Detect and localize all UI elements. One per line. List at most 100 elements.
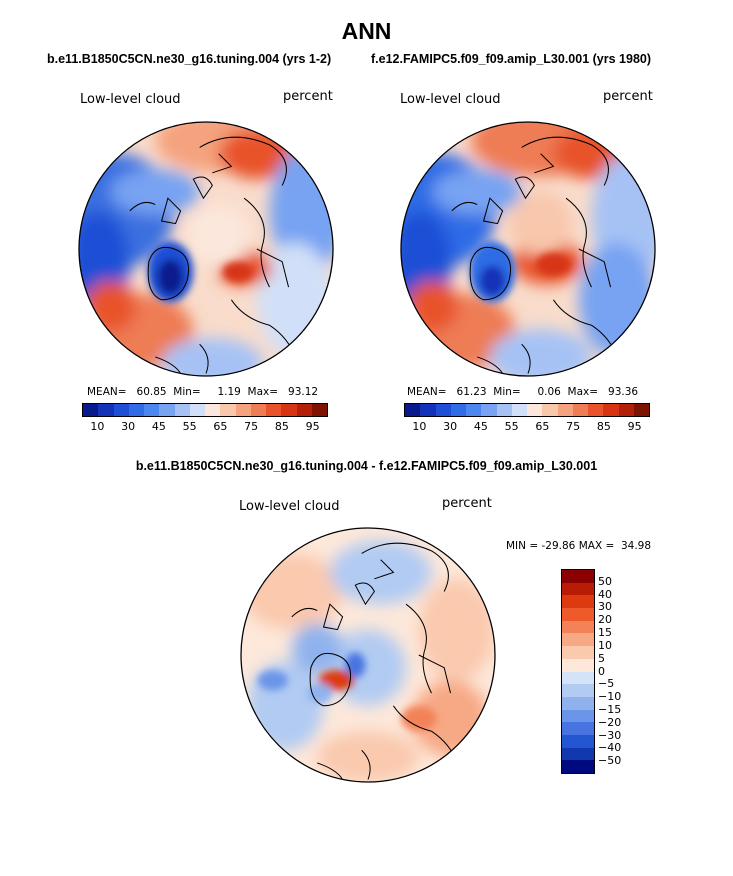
right-colorbar-swatch — [450, 404, 466, 416]
diff-colorbar-swatch — [562, 696, 594, 710]
right-colorbar-swatch — [511, 404, 527, 416]
left-case-title: b.e11.B1850C5CN.ne30_g16.tuning.004 (yrs… — [47, 52, 332, 66]
diff-colorbar-tick: 30 — [598, 600, 612, 614]
right-colorbar-ticks: 10 30 45 55 65 75 85 95 — [404, 420, 650, 434]
left-colorbar-swatch — [159, 404, 175, 416]
diff-colorbar-ticks: 50 40 30 20 15 10 5 0 −5 −10 −15 −20 −30 −40 −50 — [598, 569, 638, 774]
left-colorbar-swatch — [174, 404, 190, 416]
diff-colorbar-swatch — [562, 658, 594, 672]
diff-colorbar-tick: −50 — [598, 754, 622, 768]
right-polar-map — [400, 121, 656, 377]
diff-colorbar-tick: 10 — [598, 638, 612, 652]
right-colorbar-swatch — [466, 404, 482, 416]
left-colorbar-swatch — [266, 404, 282, 416]
diff-colorbar-swatch — [562, 747, 594, 761]
diff-colorbar-tick: −20 — [598, 715, 622, 729]
diff-colorbar-tick: −40 — [598, 741, 622, 755]
right-stats: MEAN= 61.23 Min= 0.06 Max= 93.36 — [407, 386, 638, 398]
left-colorbar-tick: 45 — [151, 420, 166, 433]
left-min-label: Min= — [173, 386, 201, 398]
right-colorbar — [404, 403, 650, 417]
left-colorbar-swatch — [220, 404, 236, 416]
diff-colorbar-swatch — [562, 671, 594, 685]
diff-colorbar-swatch — [562, 608, 594, 621]
right-colorbar-swatch — [542, 404, 558, 416]
diff-max-label: MAX = — [578, 540, 615, 552]
right-max-value: 93.36 — [608, 386, 639, 398]
right-colorbar-tick: 75 — [566, 420, 581, 433]
left-colorbar-swatch — [250, 404, 266, 416]
diff-colorbar-tick: −5 — [598, 677, 615, 691]
diff-colorbar-tick: 40 — [598, 587, 612, 601]
left-colorbar-tick: 30 — [121, 420, 136, 433]
left-colorbar-swatch — [128, 404, 144, 416]
season-title: ANN — [341, 18, 392, 44]
diff-colorbar-swatch — [562, 595, 594, 609]
left-stats: MEAN= 60.85 Min= 1.19 Max= 93.12 — [87, 386, 318, 398]
left-colorbar-ticks: 10 30 45 55 65 75 85 95 — [82, 420, 328, 434]
diff-colorbar-swatch — [562, 582, 594, 596]
diff-colorbar-swatch — [562, 570, 594, 583]
right-variable-label: Low-level cloud — [400, 92, 501, 107]
diff-colorbar-swatch — [562, 633, 594, 647]
left-colorbar-tick: 10 — [90, 420, 105, 433]
right-colorbar-swatch — [603, 404, 619, 416]
diff-variable-label: Low-level cloud — [239, 499, 340, 514]
right-colorbar-swatch — [572, 404, 588, 416]
left-mean-label: MEAN= — [87, 386, 127, 398]
diff-colorbar-tick: −15 — [598, 702, 622, 716]
diff-stats: MIN = -29.86 MAX = 34.98 — [506, 540, 651, 552]
diff-colorbar-swatch — [562, 722, 594, 735]
right-colorbar-swatch — [496, 404, 512, 416]
diff-colorbar-swatch — [562, 734, 594, 748]
diff-title: b.e11.B1850C5CN.ne30_g16.tuning.004 - f.… — [135, 459, 598, 473]
left-polar-map — [78, 121, 334, 377]
right-colorbar-tick: 45 — [473, 420, 488, 433]
diff-polar-map — [240, 527, 496, 783]
diff-colorbar-tick: 20 — [598, 613, 612, 627]
left-max-label: Max= — [247, 386, 279, 398]
left-variable-label: Low-level cloud — [80, 92, 181, 107]
right-colorbar-tick: 55 — [504, 420, 519, 433]
left-min-value: 1.19 — [217, 386, 241, 398]
left-colorbar-tick: 85 — [274, 420, 289, 433]
left-colorbar-swatch — [189, 404, 205, 416]
diff-colorbar-swatch — [562, 620, 594, 634]
left-colorbar-swatch — [83, 404, 99, 416]
diff-colorbar-tick: −10 — [598, 690, 622, 704]
right-colorbar-swatch — [420, 404, 436, 416]
diff-min-value: -29.86 — [541, 540, 576, 552]
diff-colorbar-swatch — [562, 684, 594, 697]
right-colorbar-swatch — [527, 404, 543, 416]
left-mean-value: 60.85 — [136, 386, 167, 398]
right-colorbar-tick: 30 — [443, 420, 458, 433]
left-colorbar-swatch — [98, 404, 114, 416]
diff-colorbar-tick: 15 — [598, 626, 612, 640]
left-colorbar-swatch — [235, 404, 251, 416]
right-mean-value: 61.23 — [456, 386, 487, 398]
diff-colorbar — [561, 569, 595, 774]
diff-min-label: MIN = — [506, 540, 539, 552]
right-colorbar-swatch — [618, 404, 634, 416]
diff-colorbar-tick: 50 — [598, 574, 612, 588]
right-colorbar-tick: 95 — [627, 420, 642, 433]
left-units-label: percent — [283, 89, 333, 104]
right-colorbar-swatch — [481, 404, 497, 416]
right-colorbar-swatch — [633, 404, 649, 416]
right-min-value: 0.06 — [537, 386, 561, 398]
right-colorbar-tick: 85 — [596, 420, 611, 433]
diff-colorbar-tick: −30 — [598, 728, 622, 742]
left-colorbar-tick: 55 — [182, 420, 197, 433]
right-units-label: percent — [603, 89, 653, 104]
diff-colorbar-tick: 0 — [598, 664, 605, 678]
diff-colorbar-tick: 5 — [598, 651, 605, 665]
diff-colorbar-swatch — [562, 646, 594, 659]
left-colorbar — [82, 403, 328, 417]
right-case-title: f.e12.FAMIPC5.f09_f09.amip_L30.001 (yrs … — [371, 52, 652, 66]
right-colorbar-tick: 10 — [412, 420, 427, 433]
diff-colorbar-swatch — [562, 709, 594, 723]
right-max-label: Max= — [567, 386, 599, 398]
diff-max-value: 34.98 — [620, 540, 652, 552]
right-colorbar-swatch — [588, 404, 604, 416]
left-colorbar-swatch — [296, 404, 312, 416]
